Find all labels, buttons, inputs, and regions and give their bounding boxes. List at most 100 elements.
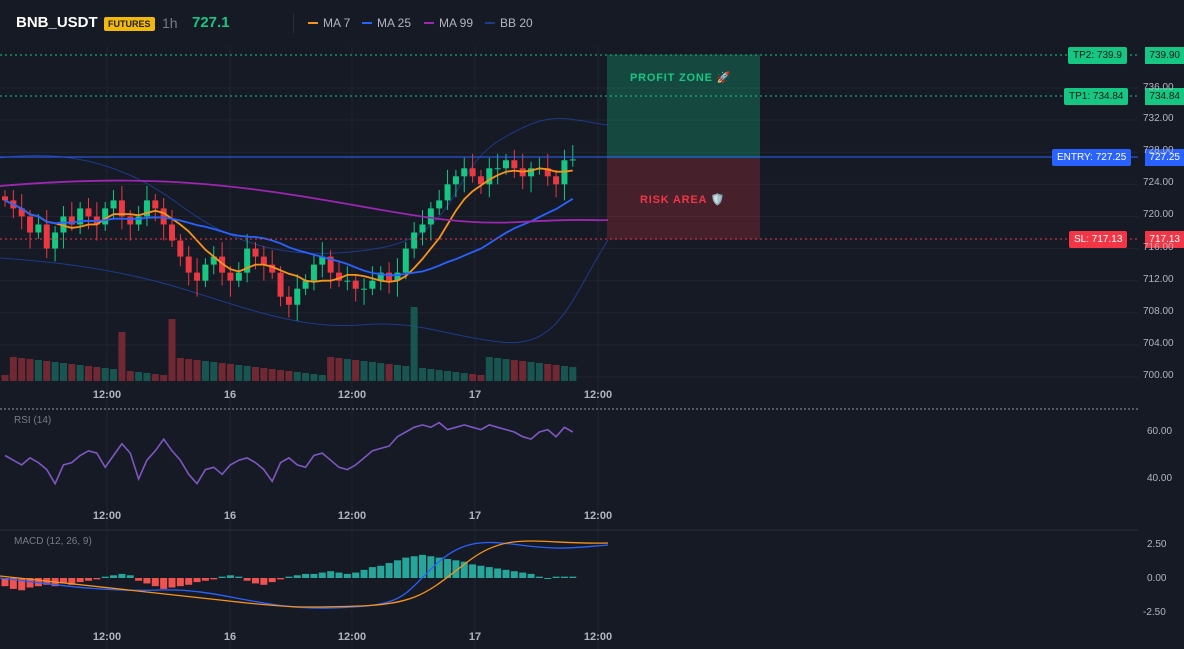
legend-ma99-label: MA 99 xyxy=(439,16,474,30)
price-axis-label: 700.00 xyxy=(1143,370,1174,381)
macd-histogram-bar xyxy=(285,576,293,578)
pane-dividers xyxy=(0,408,1138,531)
legend-ma25[interactable]: MA 25 xyxy=(362,16,411,30)
ma7-line xyxy=(4,167,573,283)
candle-body xyxy=(377,272,384,281)
rsi-line xyxy=(4,421,574,486)
time-axis-label: 12:00 xyxy=(583,389,613,401)
volume-bar xyxy=(252,367,259,381)
header-divider xyxy=(293,13,294,33)
macd-histogram-bar xyxy=(101,576,109,578)
volume-bar xyxy=(393,365,401,381)
time-axis-label: 16 xyxy=(223,510,237,522)
candle-body xyxy=(319,256,326,265)
macd-histogram-bar xyxy=(226,575,234,578)
candle-body xyxy=(252,248,259,257)
risk-area-label: RISK AREA 🛡️ xyxy=(640,194,726,206)
volume-bar xyxy=(9,357,17,381)
macd-histogram-bar xyxy=(1,578,9,587)
volume-bar xyxy=(135,372,143,381)
candle-body xyxy=(553,176,560,185)
macd-axis-label: -2.50 xyxy=(1143,607,1166,618)
macd-histogram-bar xyxy=(59,578,67,584)
moving-averages xyxy=(0,167,609,283)
volume-bar xyxy=(1,375,9,381)
macd-histogram-bar xyxy=(235,576,243,578)
symbol-name[interactable]: BNB_USDT xyxy=(16,14,98,31)
legend-ma7[interactable]: MA 7 xyxy=(308,16,350,30)
legend-ma99[interactable]: MA 99 xyxy=(424,16,473,30)
candle-body xyxy=(85,208,92,217)
volume-bar xyxy=(110,369,118,381)
candle-body xyxy=(511,160,518,169)
macd-histogram-bar xyxy=(435,557,443,578)
macd-histogram-bar xyxy=(277,578,285,580)
candle-body xyxy=(369,280,376,289)
volume-bar xyxy=(85,366,92,381)
entry-tag[interactable]: ENTRY: 727.25 xyxy=(1052,149,1132,166)
candle-body xyxy=(118,200,125,217)
legend-ma7-label: MA 7 xyxy=(323,16,351,30)
volume-bar xyxy=(435,370,443,381)
macd-histogram-bar xyxy=(343,573,351,578)
price-axis-label: 716.00 xyxy=(1143,242,1174,253)
macd-histogram-bar xyxy=(260,578,268,585)
volume-bar xyxy=(343,359,351,381)
macd-histogram-bar xyxy=(502,569,510,578)
macd-histogram-bar xyxy=(393,560,401,578)
macd-histogram-bar xyxy=(151,578,159,587)
candle-body xyxy=(27,216,34,233)
macd-histogram-bar xyxy=(185,578,193,585)
volume-bar xyxy=(210,362,218,381)
volume-bar xyxy=(235,365,243,381)
bb-upper xyxy=(0,117,609,255)
time-axis-label: 12:00 xyxy=(337,389,367,401)
macd-histogram-bar xyxy=(85,578,92,581)
time-axis-label: 17 xyxy=(468,510,482,522)
candle-body xyxy=(494,168,501,170)
macd-histogram-bar xyxy=(510,571,518,578)
macd-histogram-bar xyxy=(310,573,318,578)
tp1-tag[interactable]: TP1: 734.84 xyxy=(1064,88,1129,105)
legend-bb20[interactable]: BB 20 xyxy=(485,16,533,30)
price-axis-label: 712.00 xyxy=(1143,274,1174,285)
volume-bar xyxy=(335,358,343,381)
volume-bar xyxy=(560,366,568,381)
price-axis-label: 732.00 xyxy=(1143,113,1174,124)
time-axis-label: 12:00 xyxy=(337,510,367,522)
volume-bar xyxy=(460,373,468,381)
macd-histogram-bar xyxy=(444,558,452,578)
tp2-tag[interactable]: TP2: 739.9 xyxy=(1068,47,1127,64)
ma99-line xyxy=(0,179,609,224)
volume-bar xyxy=(510,360,518,381)
candle-body xyxy=(152,200,159,209)
candle-body xyxy=(185,256,192,273)
volume-bar xyxy=(302,373,310,381)
volume-bar xyxy=(402,366,410,381)
candle-body xyxy=(277,272,284,297)
timeframe-label[interactable]: 1h xyxy=(162,15,178,31)
time-axis-label: 12:00 xyxy=(92,631,122,643)
macd-histogram-bar xyxy=(327,571,335,578)
risk-zone xyxy=(607,158,760,240)
candle-body xyxy=(386,272,393,281)
macd-histogram-bar xyxy=(544,578,552,579)
candle-body xyxy=(244,248,251,273)
macd-histogram-bar xyxy=(268,578,276,583)
candle-body xyxy=(52,232,59,249)
sl-tag[interactable]: SL: 717.13 xyxy=(1069,231,1128,248)
tp1-axis-tag: 734.84 xyxy=(1145,88,1184,105)
profit-zone xyxy=(607,54,760,159)
candle-body xyxy=(2,196,8,201)
macd-histogram-bar xyxy=(302,573,310,578)
time-axis-label: 12:00 xyxy=(337,631,367,643)
volume-bar xyxy=(535,363,543,381)
candle-body xyxy=(427,208,434,225)
time-axis-label: 16 xyxy=(223,631,237,643)
volume-bar xyxy=(168,319,176,381)
legend-bb20-swatch xyxy=(485,22,495,24)
candle-body xyxy=(202,264,209,281)
legend-ma99-swatch xyxy=(424,22,434,24)
volume-bar xyxy=(226,364,234,381)
